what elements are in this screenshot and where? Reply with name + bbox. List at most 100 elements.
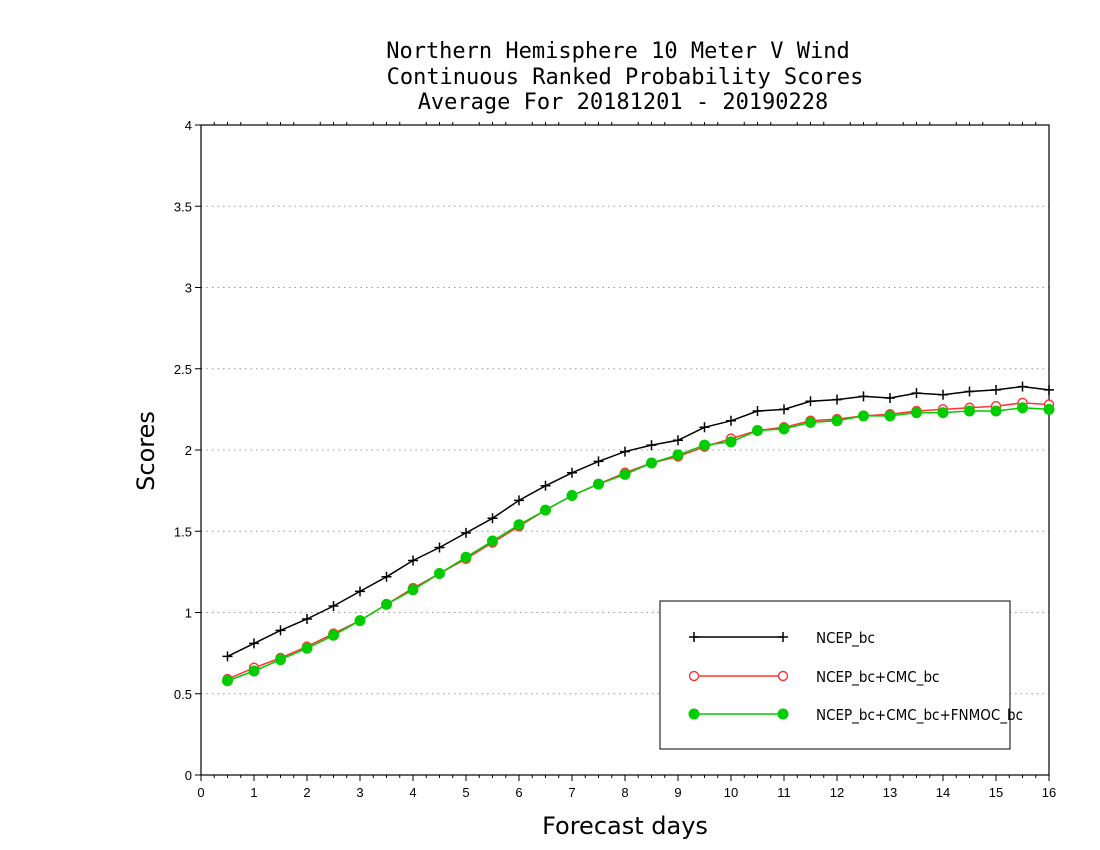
data-point <box>275 654 286 666</box>
data-point <box>593 456 604 467</box>
series-lines <box>222 381 1055 687</box>
data-point <box>991 384 1001 395</box>
data-point <box>275 625 286 636</box>
data-point <box>434 568 445 579</box>
data-point <box>540 480 551 491</box>
data-point <box>1017 402 1028 414</box>
data-point <box>777 708 789 720</box>
legend-entry-3: NCEP_bc+CMC_bc+FNMOC_bc <box>688 706 1023 725</box>
legend-entry-2: NCEP_bc+CMC_bc <box>688 668 939 687</box>
data-point <box>688 670 700 682</box>
x-tick-label: 14 <box>936 785 950 800</box>
data-point <box>778 632 788 642</box>
x-tick-label: 9 <box>674 785 681 800</box>
y-tick-label: 2 <box>185 443 192 458</box>
data-point <box>328 629 339 641</box>
data-point <box>964 386 975 397</box>
x-tick-label: 8 <box>621 785 628 800</box>
data-point <box>911 407 922 419</box>
data-point <box>805 416 816 428</box>
data-point <box>832 394 842 405</box>
data-point <box>858 410 869 422</box>
axis-ticks: 00.511.522.533.540 1 2 3 4 5 6 7 8 9 10 11 12 13 14 15 1… <box>174 118 1056 800</box>
data-point <box>1043 403 1055 415</box>
x-tick-label: 15 <box>989 785 1003 800</box>
y-tick-label: 0 <box>185 768 192 783</box>
data-point <box>777 670 789 682</box>
data-point <box>1044 384 1054 395</box>
title-line-1: Northern Hemisphere 10 Meter V Wind <box>386 39 850 64</box>
y-tick-label: 3.5 <box>174 199 192 214</box>
chart-title: Northern Hemisphere 10 Meter V Wind Cont… <box>386 39 863 115</box>
legend-label: NCEP_bc+CMC_bc+FNMOC_bc <box>816 706 1023 725</box>
data-point <box>513 519 525 531</box>
data-point <box>354 615 366 627</box>
data-point <box>249 638 259 649</box>
data-point <box>646 440 657 451</box>
series-3 <box>222 402 1055 687</box>
data-point <box>593 478 604 490</box>
data-point <box>381 571 392 582</box>
x-tick-label: 1 <box>250 785 257 800</box>
y-tick-label: 3 <box>185 281 192 296</box>
data-point <box>726 415 736 426</box>
data-point <box>222 675 233 687</box>
y-tick-label: 4 <box>185 118 192 133</box>
data-point <box>673 435 683 446</box>
x-tick-label: 6 <box>515 785 522 800</box>
data-point <box>672 449 684 461</box>
y-tick-label: 0.5 <box>174 687 192 702</box>
data-point <box>725 436 737 448</box>
data-point <box>779 404 789 415</box>
data-point <box>646 457 657 469</box>
data-point <box>514 495 524 506</box>
x-tick-label: 3 <box>356 785 363 800</box>
y-axis-label: Scores <box>132 411 160 491</box>
y-tick-label: 1 <box>185 606 192 621</box>
data-point <box>699 422 710 433</box>
title-line-3: Average For 20181201 - 20190228 <box>418 90 829 115</box>
x-tick-label: 12 <box>830 785 844 800</box>
legend-label: NCEP_bc+CMC_bc <box>816 668 939 687</box>
y-tick-label: 2.5 <box>174 362 192 377</box>
data-point <box>1017 381 1028 392</box>
data-point <box>434 542 445 553</box>
data-point <box>990 405 1002 417</box>
data-point <box>752 406 763 416</box>
data-point <box>831 415 843 427</box>
data-point <box>885 393 895 403</box>
data-point <box>964 405 975 417</box>
x-tick-label: 11 <box>777 785 791 800</box>
series-line <box>227 385 1050 658</box>
data-point <box>302 614 312 624</box>
data-point <box>688 708 700 720</box>
data-point <box>407 584 419 596</box>
data-point <box>381 598 392 610</box>
data-point <box>689 632 699 642</box>
data-point <box>937 407 949 419</box>
x-tick-label: 7 <box>568 785 575 800</box>
data-point <box>461 527 471 538</box>
data-point <box>858 391 869 402</box>
data-point <box>911 388 922 399</box>
legend-label: NCEP_bc <box>816 629 875 648</box>
y-tick-label: 1.5 <box>174 524 192 539</box>
data-point <box>805 396 816 407</box>
legend-entry-1: NCEP_bc <box>689 629 875 648</box>
data-point <box>567 467 577 478</box>
data-point <box>328 601 339 611</box>
data-point <box>619 468 631 480</box>
data-point <box>301 642 313 654</box>
data-point <box>222 651 233 662</box>
data-point <box>248 665 260 677</box>
x-tick-label: 2 <box>303 785 310 800</box>
x-tick-label: 4 <box>409 785 416 800</box>
x-axis-label: Forecast days <box>542 812 708 840</box>
data-point <box>884 410 896 422</box>
data-point <box>699 439 710 451</box>
data-point <box>620 446 630 457</box>
data-point <box>487 535 498 547</box>
data-point <box>566 490 578 501</box>
